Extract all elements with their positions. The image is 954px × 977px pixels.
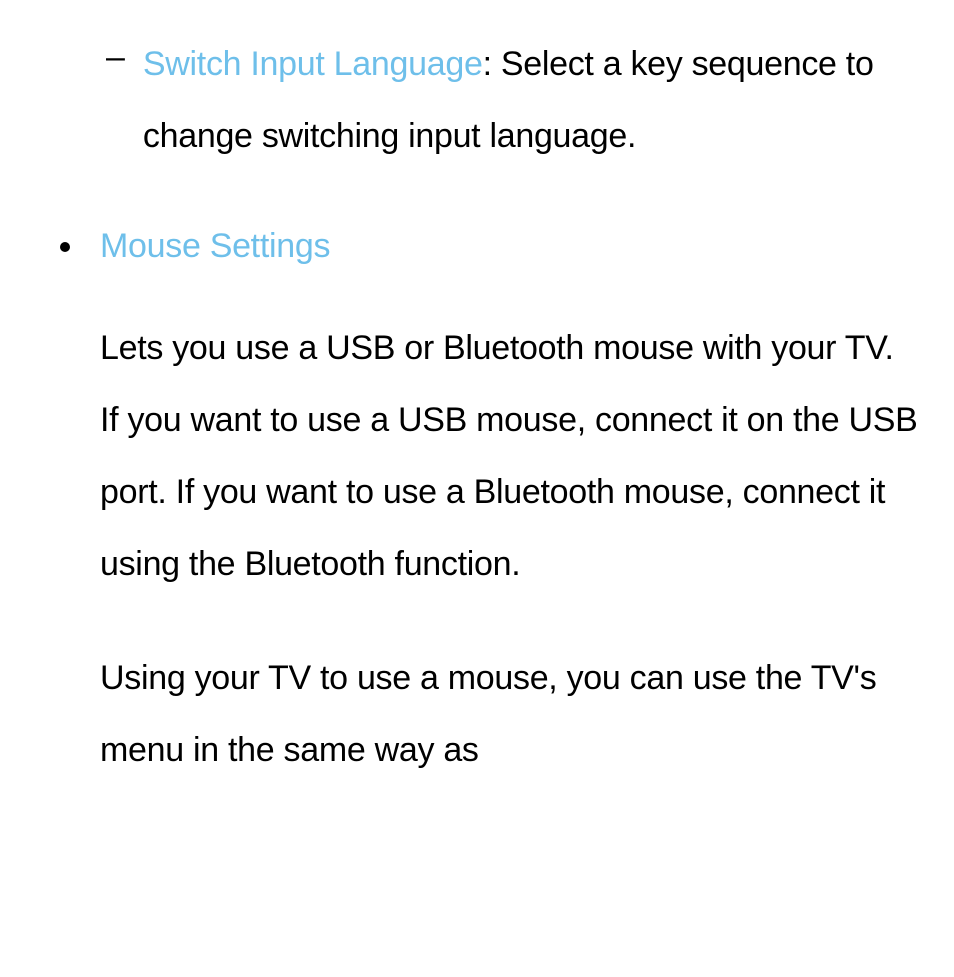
- sub-item-content: Switch Input Language: Select a key sequ…: [143, 28, 914, 172]
- sub-list-item: – Switch Input Language: Select a key se…: [106, 28, 914, 172]
- bullet-list-item: Mouse Settings: [60, 222, 914, 270]
- mouse-settings-heading[interactable]: Mouse Settings: [100, 222, 330, 270]
- mouse-settings-paragraph-1: Lets you use a USB or Bluetooth mouse wi…: [100, 312, 918, 600]
- switch-input-language-link[interactable]: Switch Input Language: [143, 45, 483, 83]
- bullet-marker: [60, 242, 70, 252]
- dash-marker: –: [106, 28, 125, 86]
- mouse-settings-paragraph-2: Using your TV to use a mouse, you can us…: [100, 642, 918, 786]
